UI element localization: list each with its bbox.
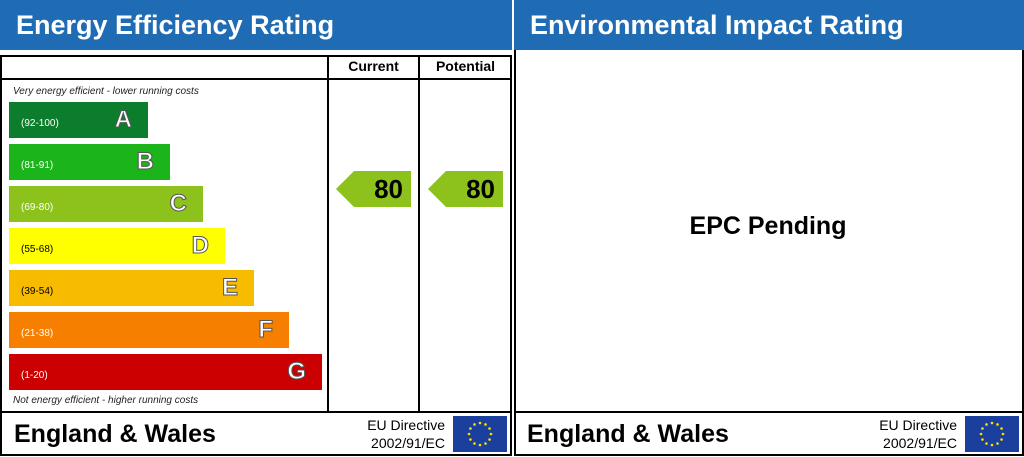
region-label: England & Wales — [527, 420, 729, 448]
region-label: England & Wales — [14, 420, 216, 448]
epc-pending: EPC Pending — [689, 212, 847, 240]
potential-header: Potential — [435, 58, 496, 74]
directive-line2: 2002/91/EC — [883, 435, 957, 451]
divider — [0, 411, 512, 413]
current-header: Current — [348, 58, 399, 74]
band-letter: G — [287, 358, 307, 386]
band-range: (21-38) — [21, 328, 54, 339]
band-letter: C — [169, 190, 187, 218]
directive-line2: 2002/91/EC — [371, 435, 445, 451]
band-range: (69-80) — [21, 202, 54, 213]
environmental-title: Environmental Impact Rating — [514, 0, 1024, 50]
band-letter: A — [114, 106, 132, 134]
divider — [418, 55, 420, 412]
rating-bar-c: (69-80) C — [9, 186, 203, 222]
eu-directive: EU Directive 2002/91/EC — [330, 416, 445, 452]
eu-flag-icon — [965, 416, 1019, 452]
band-range: (1-20) — [21, 370, 48, 381]
environmental-panel — [514, 50, 1024, 456]
divider — [0, 78, 512, 80]
divider — [514, 411, 1024, 413]
eu-flag-icon — [453, 416, 507, 452]
band-range: (92-100) — [21, 118, 59, 129]
band-range: (55-68) — [21, 244, 54, 255]
eu-directive: EU Directive 2002/91/EC — [842, 416, 957, 452]
rating-bar-e: (39-54) E — [9, 270, 254, 306]
bottom-note: Not energy efficient - higher running co… — [13, 395, 199, 406]
potential-rating-arrow: 80 — [428, 171, 503, 207]
band-letter: B — [136, 148, 154, 176]
band-letter: D — [191, 232, 209, 260]
band-letter: E — [221, 274, 238, 302]
rating-bar-g: (1-20) G — [9, 354, 322, 390]
band-range: (81-91) — [21, 160, 54, 171]
directive-line1: EU Directive — [879, 417, 957, 433]
band-range: (39-54) — [21, 286, 54, 297]
top-note: Very energy efficient - lower running co… — [13, 86, 199, 97]
directive-line1: EU Directive — [367, 417, 445, 433]
rating-bar-a: (92-100) A — [9, 102, 148, 138]
energy-panel — [0, 55, 512, 456]
band-letter: F — [258, 316, 274, 344]
divider — [327, 55, 329, 412]
energy-title: Energy Efficiency Rating — [0, 0, 512, 50]
rating-bar-b: (81-91) B — [9, 144, 170, 180]
current-rating-arrow: 80 — [336, 171, 411, 207]
rating-bar-d: (55-68) D — [9, 228, 225, 264]
rating-bar-f: (21-38) F — [9, 312, 289, 348]
